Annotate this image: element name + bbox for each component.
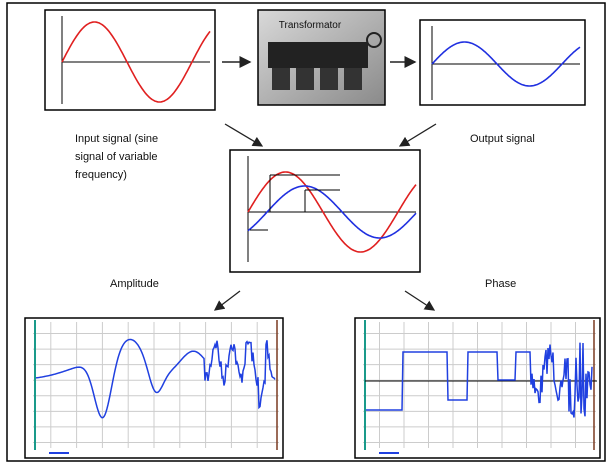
transformer-label: Transformator — [279, 20, 342, 31]
input-label: frequency) — [75, 169, 127, 181]
transformer-leg — [296, 68, 314, 90]
output-plot — [419, 19, 586, 106]
amplitude-plot — [24, 317, 284, 459]
transformer-ring — [366, 32, 382, 48]
transformer-leg — [272, 68, 290, 90]
phase-plot — [354, 317, 601, 459]
input-label: Input signal (sine — [75, 133, 158, 145]
input-plot — [44, 9, 216, 111]
plot-frame — [419, 19, 586, 106]
arrow — [224, 123, 264, 147]
sine-wave — [61, 21, 211, 103]
transformer-leg — [344, 68, 362, 90]
plot-frame — [229, 149, 421, 273]
sine-wave — [247, 185, 417, 239]
plot-frame — [44, 9, 216, 111]
transformer-body — [268, 42, 368, 68]
outer-frame — [6, 2, 606, 462]
phase-curve — [366, 342, 593, 418]
arrow — [213, 290, 241, 311]
sine-wave — [431, 41, 581, 87]
output-label: Output signal — [470, 133, 535, 145]
arrow — [404, 290, 436, 311]
input-label: signal of variable — [75, 151, 158, 163]
amplitude-curve — [35, 338, 276, 419]
arrow — [398, 123, 437, 147]
amplitude-label: Amplitude — [110, 278, 159, 290]
transformer-image: Transformator — [257, 9, 386, 106]
transformer-leg — [320, 68, 338, 90]
phase-label: Phase — [485, 278, 516, 290]
comparison-plot — [229, 149, 421, 273]
